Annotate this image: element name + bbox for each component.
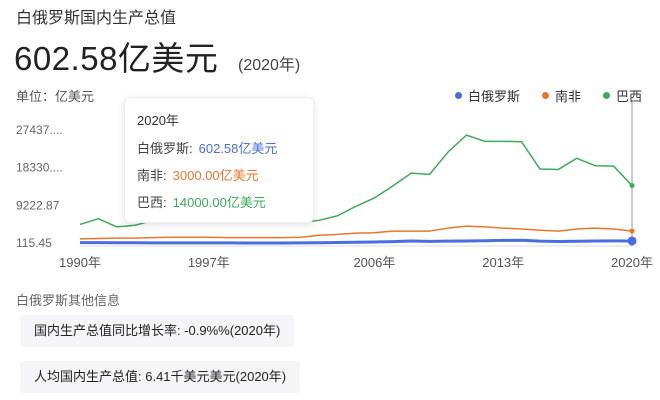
page-title: 白俄罗斯国内生产总值: [16, 10, 177, 27]
tooltip-label: 白俄罗斯:: [137, 141, 193, 156]
x-tick-label: 1997年: [188, 255, 230, 270]
legend-label: 南非: [554, 89, 581, 104]
series-line-0[interactable]: [80, 238, 633, 245]
tooltip-row-belarus: 白俄罗斯: 602.58亿美元: [137, 138, 277, 157]
headline-value: 602.58亿美元: [14, 40, 219, 77]
legend-item-belarus[interactable]: 白俄罗斯: [454, 86, 520, 105]
series-end-point-0[interactable]: [627, 236, 637, 246]
legend-label: 巴西: [615, 89, 642, 104]
chart-legend: 白俄罗斯 南非 巴西: [454, 86, 642, 105]
legend-label: 白俄罗斯: [467, 89, 520, 104]
headline-year: (2020年): [238, 57, 301, 74]
y-tick-label: 9222.87: [16, 198, 60, 212]
tooltip-row-south-africa: 南非: 3000.00亿美元: [137, 165, 259, 184]
y-tick-label: 115.45: [16, 236, 52, 250]
legend-dot-icon: [454, 92, 462, 99]
legend-dot-icon: [541, 92, 549, 99]
series-end-point-1[interactable]: [629, 228, 635, 234]
tooltip-value: 14000.00亿美元: [172, 195, 266, 210]
series-end-point-2[interactable]: [629, 183, 635, 189]
y-tick-label: 27437....: [16, 123, 63, 137]
unit-label: 单位：亿美元: [16, 89, 95, 104]
gdp-line-chart[interactable]: 27437.... 18330.... 9222.87 115.45 1990年 1997…: [0, 100, 660, 280]
info-card-gdp-per-capita[interactable]: 人均国内生产总值: 6.41千美元美元(2020年): [20, 361, 301, 393]
legend-dot-icon: [602, 92, 610, 99]
x-tick-label: 2006年: [353, 255, 395, 270]
tooltip-label: 南非:: [137, 168, 167, 183]
legend-item-south-africa[interactable]: 南非: [541, 86, 581, 105]
series-line-1[interactable]: [79, 225, 633, 240]
y-tick-label: 18330....: [16, 161, 63, 175]
tooltip-value: 3000.00亿美元: [172, 168, 259, 183]
x-tick-label: 2013年: [482, 255, 524, 270]
chart-tooltip: 2020年 白俄罗斯: 602.58亿美元 南非: 3000.00亿美元 巴西: 14…: [124, 97, 314, 223]
tooltip-label: 巴西:: [137, 195, 167, 210]
other-info-title: 白俄罗斯其他信息: [16, 293, 121, 308]
tooltip-value: 602.58亿美元: [198, 141, 278, 156]
x-tick-label: 2020年: [611, 255, 653, 270]
tooltip-title: 2020年: [137, 113, 179, 128]
tooltip-row-brazil: 巴西: 14000.00亿美元: [137, 192, 266, 211]
x-tick-label: 1990年: [59, 255, 101, 270]
legend-item-brazil[interactable]: 巴西: [602, 86, 642, 105]
info-card-growth-rate[interactable]: 国内生产总值同比增长率: -0.9%%(2020年): [20, 315, 295, 347]
